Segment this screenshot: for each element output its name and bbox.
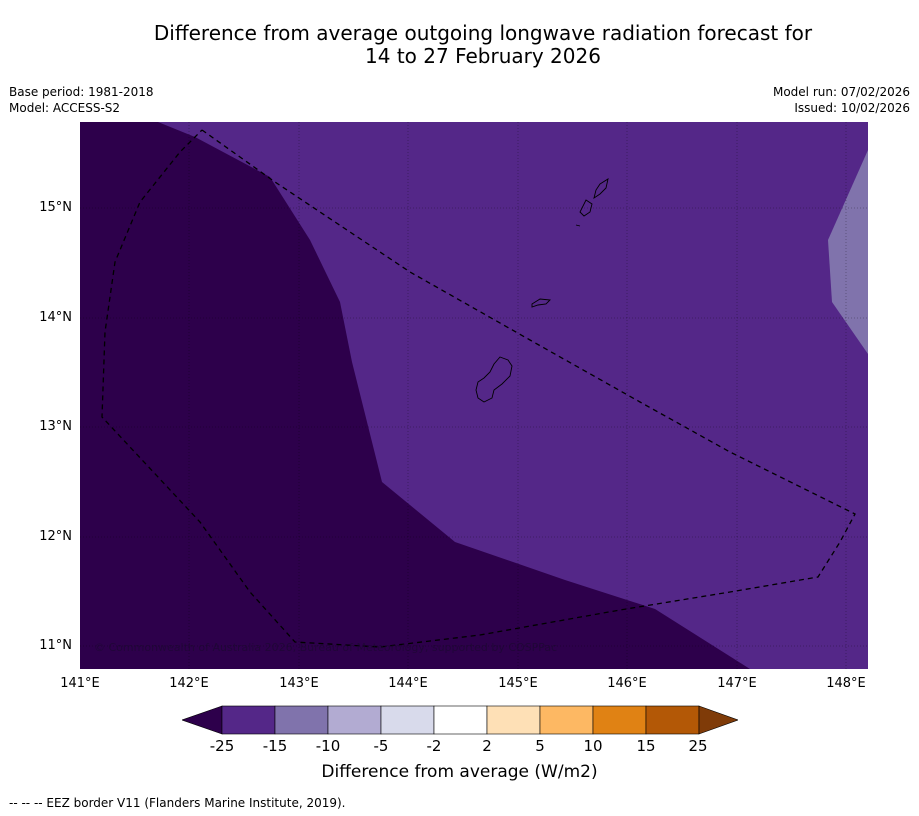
colorbar-segment-6: [486, 705, 541, 735]
lon-label-145e: 145°E: [498, 676, 538, 691]
lat-label-13n: 13°N: [39, 419, 72, 434]
colorbar-segment-10: [698, 705, 738, 735]
island-tinian: [579, 199, 593, 217]
lon-label-141e: 141°E: [60, 676, 100, 691]
colorbar-label: Difference from average (W/m2): [321, 762, 598, 782]
islands: [475, 178, 609, 403]
issued-date: Issued: 10/02/2026: [794, 101, 910, 115]
colorbar-tick-6: 5: [535, 737, 545, 755]
island-aguijan: [575, 224, 581, 227]
island-saipan: [593, 178, 609, 200]
island-guam: [475, 356, 513, 403]
colorbar-segment-5: [433, 705, 488, 735]
lon-label-146e: 146°E: [607, 676, 647, 691]
colorbar-tick-0: -25: [209, 737, 235, 755]
colorbar-segment-7: [539, 705, 594, 735]
colorbar-tick-9: 25: [688, 737, 708, 755]
lon-label-142e: 142°E: [169, 676, 209, 691]
lon-label-148e: 148°E: [826, 676, 866, 691]
island-rota: [531, 298, 551, 308]
colorbar-segment-1: [221, 705, 276, 735]
eez-border: [101, 129, 856, 648]
colorbar-segment-2: [274, 705, 329, 735]
colorbar-tick-2: -10: [315, 737, 341, 755]
copyright-notice: © Commonwealth of Australia 2026, Bureau…: [94, 641, 558, 654]
colorbar: [182, 705, 738, 735]
colorbar-segment-4: [380, 705, 435, 735]
colorbar-tick-7: 10: [583, 737, 603, 755]
eez-border-legend: -- -- -- EEZ border V11 (Flanders Marine…: [9, 796, 346, 810]
chart-title: Difference from average outgoing longwav…: [0, 22, 919, 68]
lat-label-11n: 11°N: [39, 638, 72, 653]
colorbar-tick-5: 2: [482, 737, 492, 755]
colorbar-segment-0: [182, 705, 223, 735]
lon-label-144e: 144°E: [388, 676, 428, 691]
title-line-2: 14 to 27 February 2026: [365, 44, 601, 68]
lon-label-147e: 147°E: [717, 676, 757, 691]
colorbar-tick-1: -15: [262, 737, 288, 755]
meta-right: Model run: 07/02/2026 Issued: 10/02/2026: [773, 84, 910, 116]
meta-left: Base period: 1981-2018 Model: ACCESS-S2: [9, 84, 154, 116]
gridlines: [80, 122, 868, 669]
lat-label-14n: 14°N: [39, 310, 72, 325]
region-light-purple: [828, 150, 868, 354]
base-period: Base period: 1981-2018: [9, 85, 154, 99]
lat-label-15n: 15°N: [39, 200, 72, 215]
colorbar-tick-4: -2: [426, 737, 442, 755]
lon-label-143e: 143°E: [279, 676, 319, 691]
region-dark-purple: [80, 122, 750, 669]
model-name: Model: ACCESS-S2: [9, 101, 121, 115]
map-panel: [80, 122, 868, 669]
colorbar-tick-8: 15: [636, 737, 656, 755]
title-line-1: Difference from average outgoing longwav…: [153, 21, 813, 45]
colorbar-segment-3: [327, 705, 382, 735]
lat-label-12n: 12°N: [39, 529, 72, 544]
colorbar-segment-8: [592, 705, 647, 735]
colorbar-tick-3: -5: [373, 737, 389, 755]
model-run: Model run: 07/02/2026: [772, 85, 910, 99]
colorbar-segment-9: [645, 705, 700, 735]
